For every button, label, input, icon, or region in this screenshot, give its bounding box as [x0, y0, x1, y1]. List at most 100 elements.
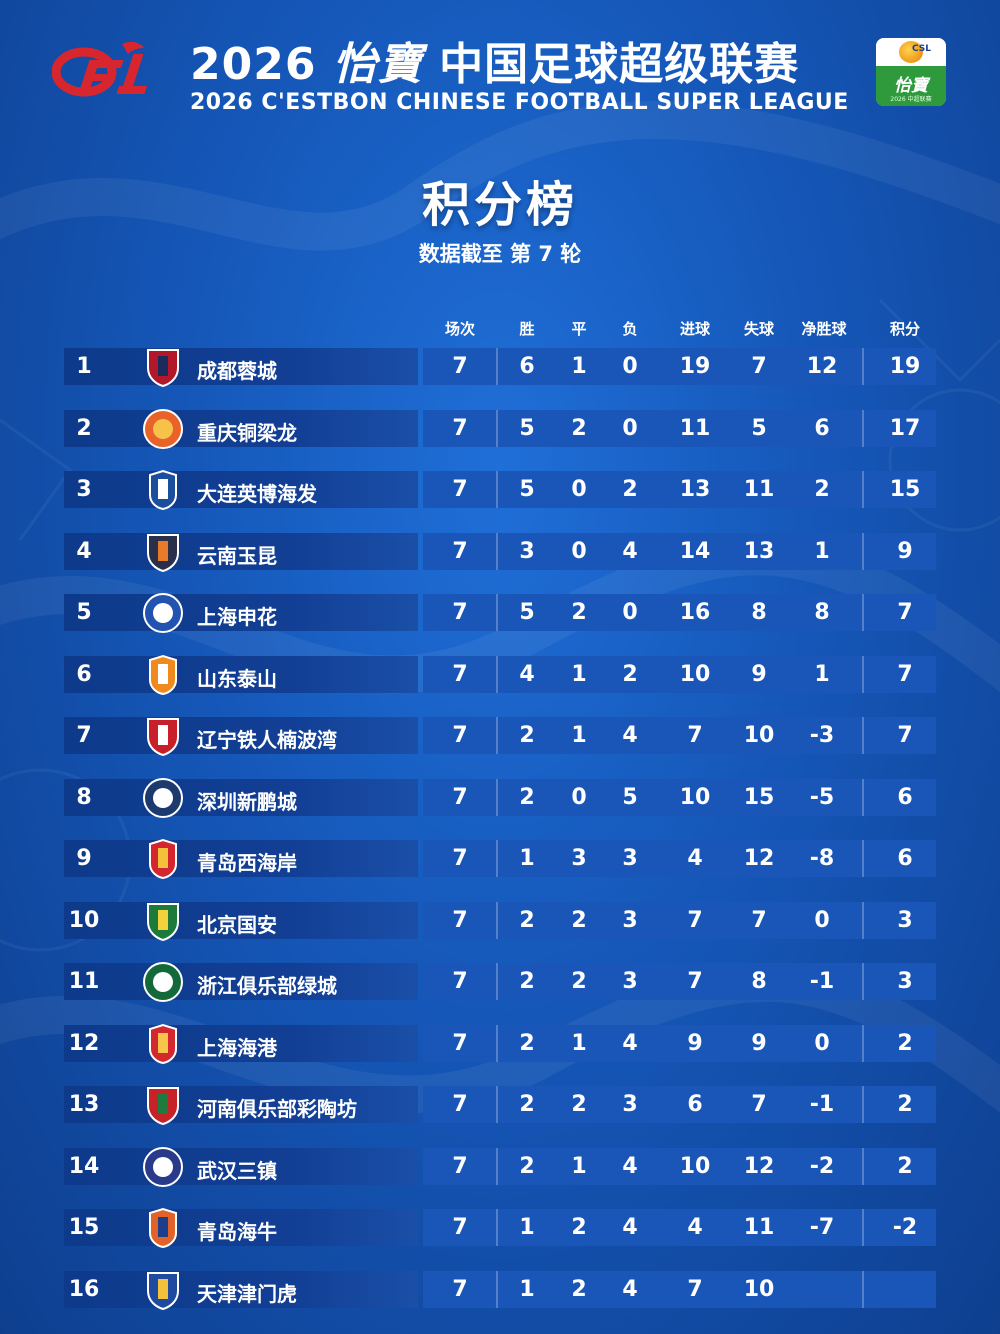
cell-goals-against: 9 — [751, 661, 767, 687]
row-stats-band — [423, 1086, 936, 1123]
cell-points: 3 — [897, 907, 913, 933]
cell-drawn: 2 — [571, 1215, 587, 1240]
cell-lost: 4 — [622, 1276, 638, 1302]
cell-goal-diff: 8 — [814, 600, 830, 625]
cell-goals-against: 7 — [751, 907, 767, 933]
cell-team-name: 大连英博海发 — [197, 482, 317, 506]
team-crest-icon — [147, 902, 179, 941]
cell-played: 7 — [452, 661, 468, 687]
cell-team-name: 武汉三镇 — [197, 1158, 277, 1183]
cell-lost: 3 — [622, 1092, 638, 1117]
cell-won: 2 — [519, 1153, 535, 1179]
header: 2026 怡寶 中国足球超级联赛 2026 C'ESTBON CHINESE F… — [0, 0, 1000, 130]
cell-goals-against: 13 — [743, 538, 775, 564]
cell-goal-diff: 2 — [814, 477, 830, 502]
cell-points: -2 — [892, 1215, 918, 1240]
row-team-band — [64, 1209, 418, 1246]
col-header-points: 积分 — [889, 320, 921, 338]
cell-goals-against: 8 — [751, 969, 767, 994]
team-crest-icon — [147, 349, 179, 388]
cell-points: 6 — [897, 784, 913, 810]
row-stats-band — [423, 532, 936, 570]
cell-rank: 9 — [76, 846, 92, 871]
team-crest-icon — [147, 718, 179, 757]
cell-played: 7 — [452, 1030, 468, 1056]
row-stats-band — [423, 840, 936, 877]
cell-lost: 3 — [622, 907, 638, 933]
cell-drawn: 1 — [571, 723, 587, 748]
cell-goals-against: 5 — [751, 415, 767, 441]
cell-lost: 3 — [622, 969, 638, 994]
team-crest-icon — [143, 962, 183, 1002]
column-divider — [496, 717, 498, 754]
row-team-band — [64, 778, 418, 816]
csl-ball-icon — [899, 41, 923, 63]
row-team-band — [64, 655, 418, 693]
team-crest-icon — [143, 1146, 183, 1187]
cell-lost: 4 — [622, 1215, 638, 1240]
cell-team-name: 云南玉昆 — [197, 543, 277, 568]
cell-team-name: 青岛海牛 — [197, 1220, 277, 1244]
table-row: 1 成都蓉城 7 6 1 0 19 7 12 19 — [64, 348, 936, 388]
column-divider — [862, 963, 864, 1000]
cell-goal-diff: 1 — [814, 538, 830, 564]
row-team-band — [64, 471, 418, 508]
cell-lost: 5 — [622, 784, 638, 810]
cell-goal-diff: -3 — [809, 723, 835, 748]
table-row: 2 重庆铜梁龙 7 5 2 0 11 5 6 17 — [64, 408, 936, 449]
cell-rank: 13 — [68, 1092, 100, 1117]
cell-lost: 0 — [622, 354, 638, 379]
cell-points: 7 — [897, 723, 913, 748]
column-divider — [496, 963, 498, 1000]
cell-drawn: 1 — [571, 1153, 587, 1179]
cell-drawn: 1 — [571, 354, 587, 379]
row-team-band — [64, 840, 418, 877]
row-team-band — [64, 1147, 418, 1185]
team-crest-icon — [149, 1207, 177, 1249]
cell-goals-for: 10 — [679, 661, 711, 687]
cell-team-name: 河南俱乐部彩陶坊 — [197, 1097, 357, 1121]
cell-goals-against: 10 — [743, 1276, 775, 1302]
cell-rank: 6 — [76, 661, 92, 687]
column-divider — [862, 1147, 864, 1185]
table-row: 8 深圳新鹏城 7 2 0 5 10 15 -5 6 — [64, 777, 936, 818]
cell-points: 9 — [897, 538, 913, 564]
team-crest-icon — [149, 1023, 177, 1064]
cell-goals-against: 10 — [743, 723, 775, 748]
row-stats-band — [423, 1024, 936, 1062]
table-row: 15 青岛海牛 7 1 2 4 4 11 -7 -2 — [64, 1207, 936, 1249]
cell-goal-diff: -1 — [809, 1092, 835, 1117]
cell-team-name: 北京国安 — [197, 912, 277, 937]
cell-points: 2 — [897, 1092, 913, 1117]
cell-won: 5 — [519, 600, 535, 625]
cell-rank: 5 — [76, 600, 92, 625]
cell-drawn: 2 — [571, 600, 587, 625]
cell-lost: 0 — [622, 600, 638, 625]
title-year: 2026 — [190, 39, 317, 90]
cell-goal-diff: 12 — [806, 354, 838, 379]
cell-points: 7 — [897, 600, 913, 625]
team-crest-icon — [143, 593, 183, 633]
csl-sponsor-badge: CSL 怡寶 2026 中超联赛 — [876, 38, 946, 106]
cell-drawn: 2 — [571, 969, 587, 994]
cell-won: 1 — [519, 1276, 535, 1302]
column-divider — [862, 409, 864, 447]
column-divider — [862, 1270, 864, 1308]
cell-goal-diff: 1 — [814, 661, 830, 687]
csl-badge-label: CSL — [912, 44, 931, 54]
cell-goals-for: 4 — [687, 846, 703, 871]
team-crest-icon — [147, 533, 179, 572]
cell-goal-diff: -5 — [809, 784, 835, 810]
cell-played: 7 — [452, 600, 468, 625]
cell-points: 19 — [889, 354, 921, 379]
row-team-band — [64, 901, 418, 939]
cell-goals-for: 11 — [679, 415, 711, 441]
cell-goals-against: 7 — [751, 1092, 767, 1117]
column-divider — [862, 901, 864, 939]
cell-goal-diff: -7 — [809, 1215, 835, 1240]
cell-goals-for: 4 — [687, 1215, 703, 1240]
col-header-won: 胜 — [519, 320, 535, 338]
cell-team-name: 深圳新鹏城 — [197, 789, 297, 814]
cell-rank: 3 — [76, 477, 92, 502]
cell-lost: 0 — [622, 415, 638, 441]
